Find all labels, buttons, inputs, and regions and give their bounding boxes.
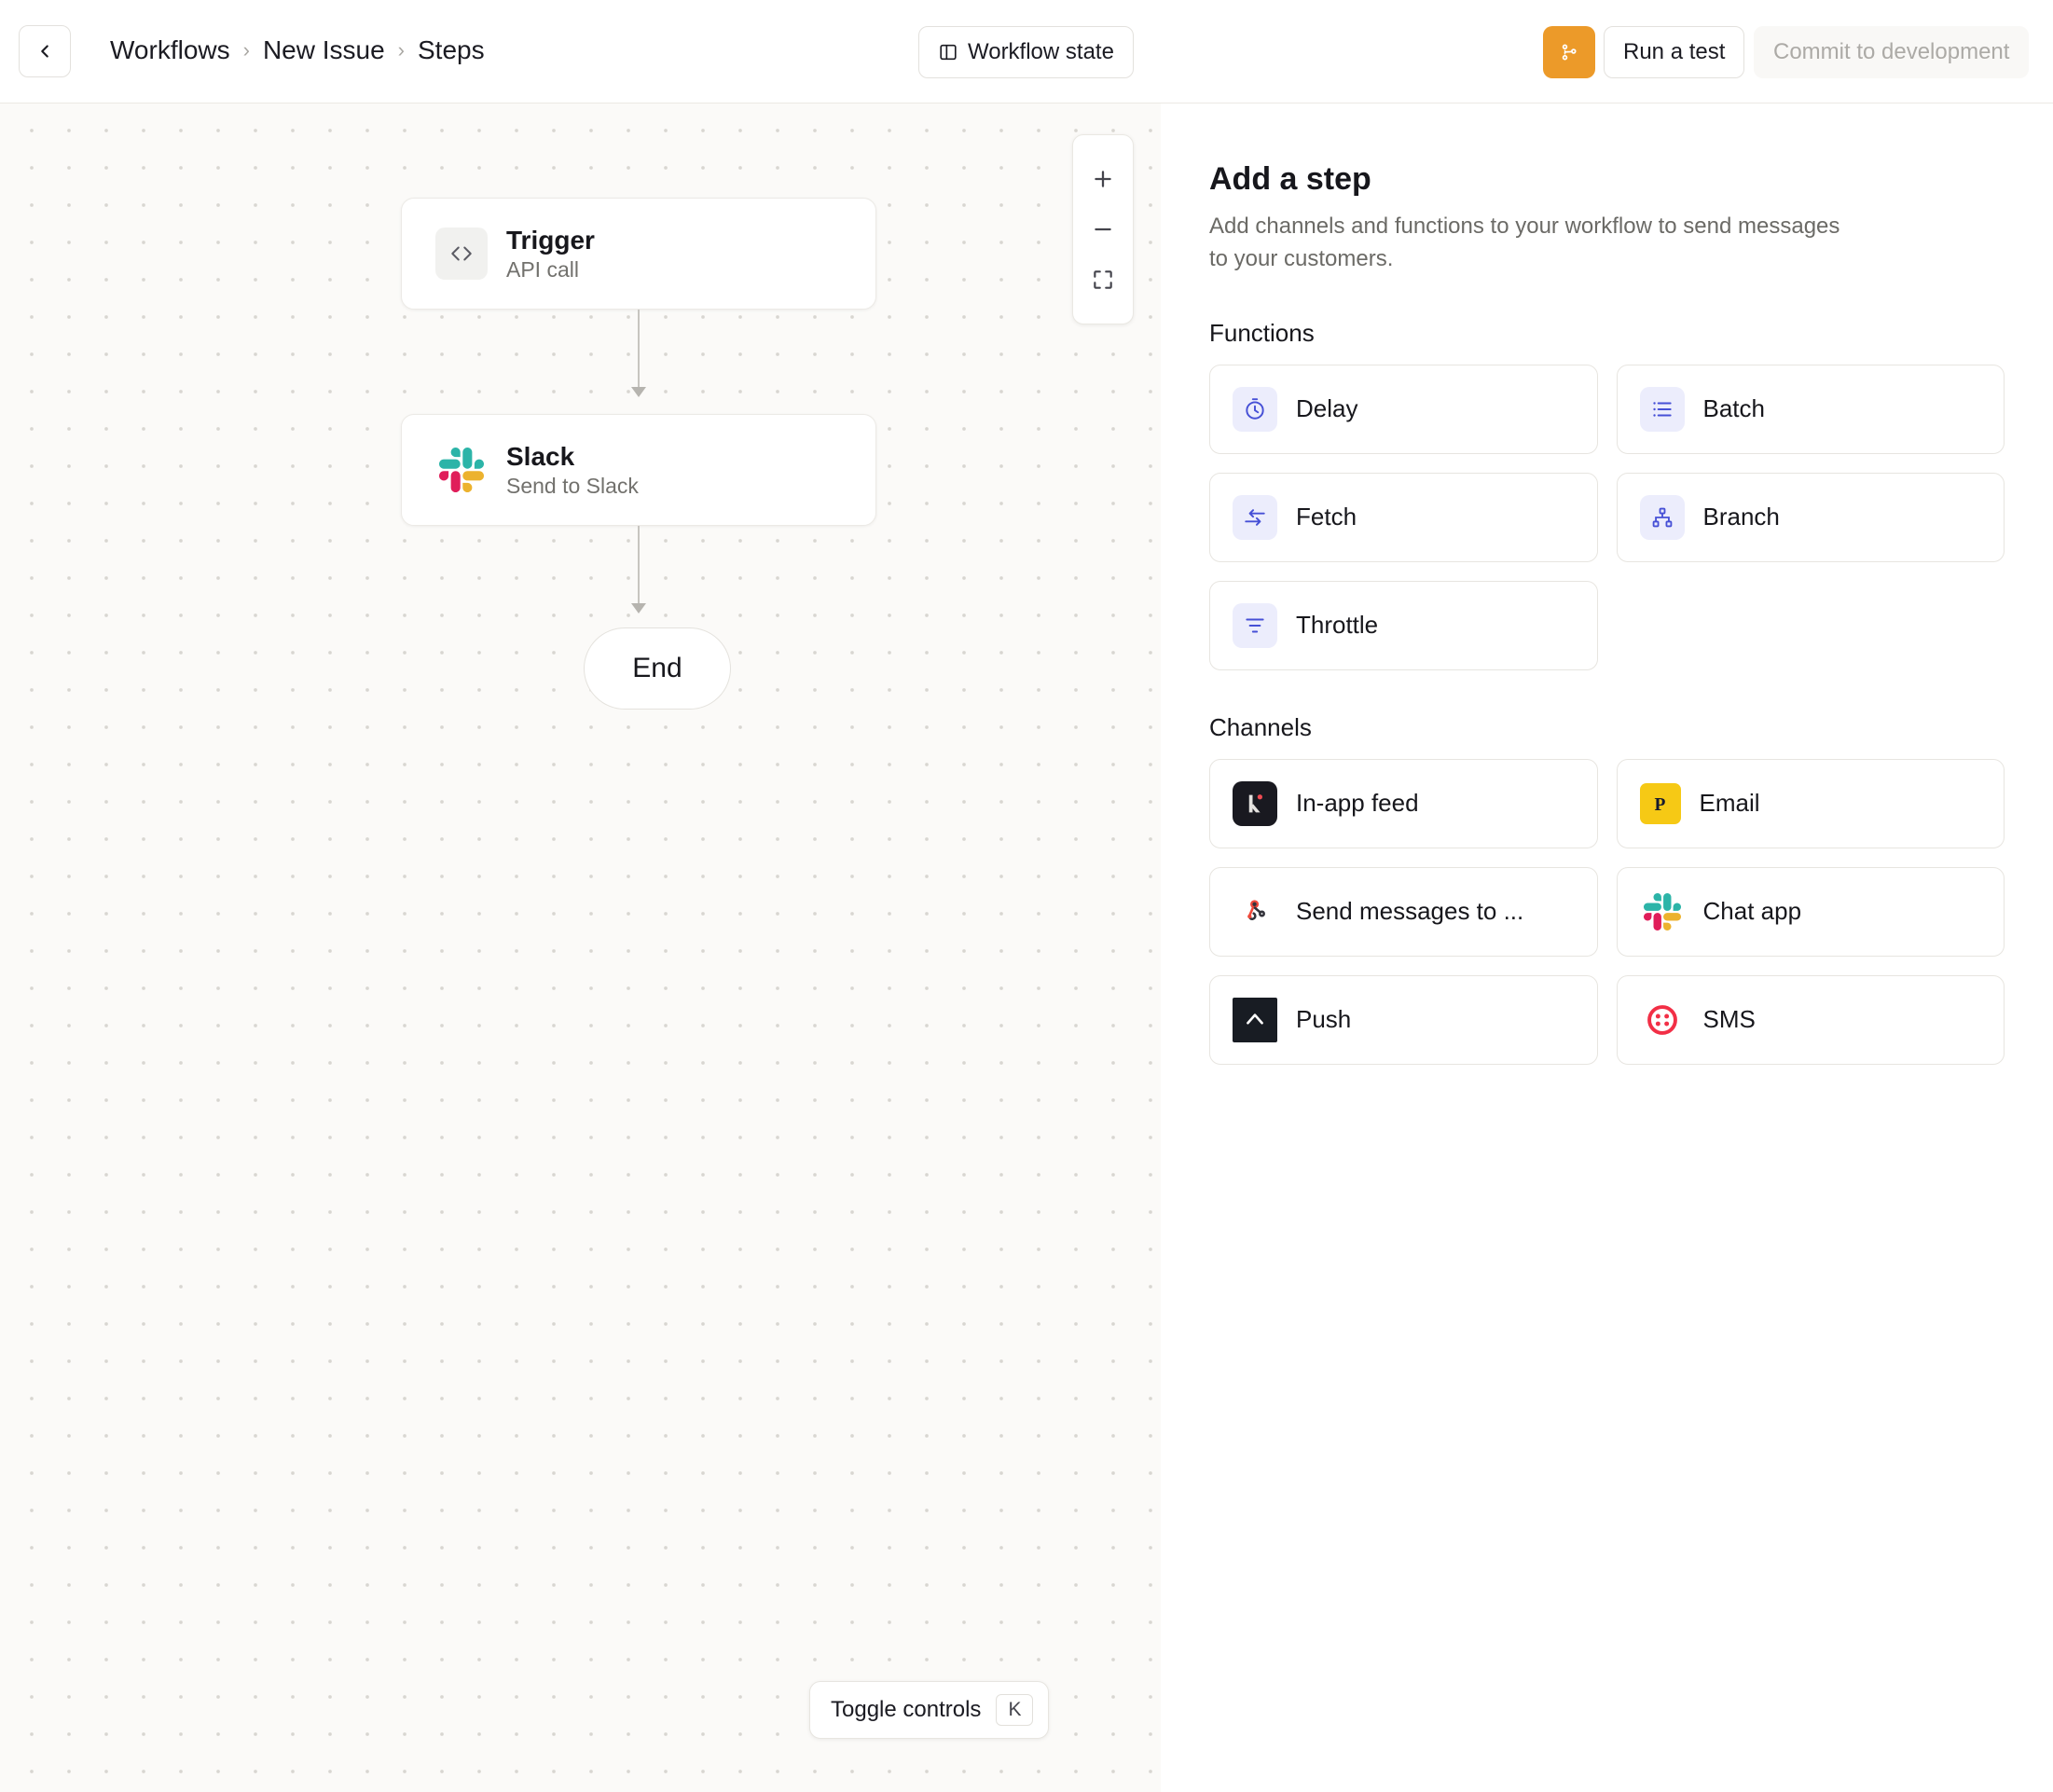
svg-text:P: P: [1654, 795, 1665, 815]
